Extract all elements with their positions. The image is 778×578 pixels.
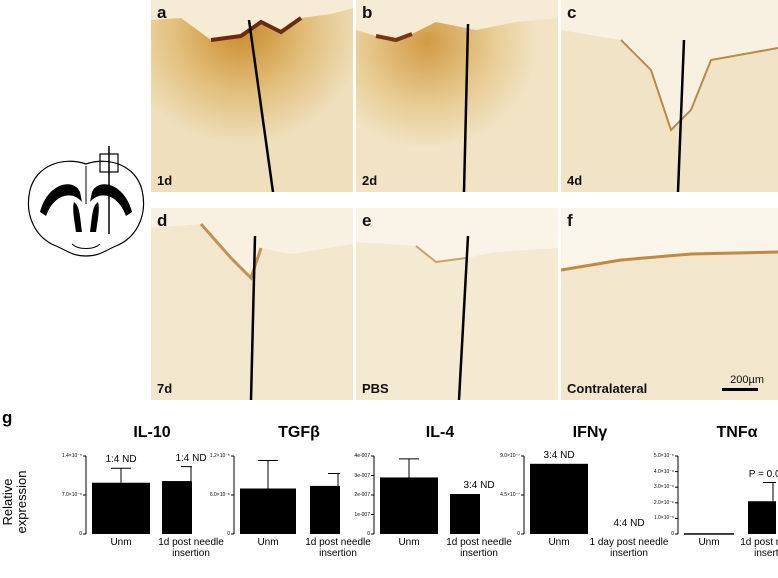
category-label: 1 day post needle insertion (589, 537, 669, 559)
y-tick-label: 1.4×10⁻⁵ (61, 453, 82, 459)
bar (380, 477, 438, 534)
bar-annotation: 1:4 ND (105, 454, 137, 466)
y-tick-label: 0 (671, 531, 674, 537)
chart-3: IFNγ 9.0×10⁻⁷ 4.5×10⁻⁷ 0 3:4 ND Unm 4:4 ND 1 da… (490, 418, 668, 578)
chart-svg (231, 455, 340, 535)
bar (748, 501, 776, 534)
panel-f: f Contralateral 200µm (561, 208, 778, 400)
panel-a: a 1d (151, 0, 353, 192)
chart-title: IL-4 (425, 424, 455, 441)
panel-letter: d (157, 211, 168, 230)
y-tick-label: 4e-007 (354, 453, 370, 459)
y-tick-label: 4.0×10⁻⁶ (653, 468, 674, 475)
panel-letter: b (362, 3, 373, 22)
chart-title: IL-10 (133, 424, 171, 441)
panel-b: b 2d (356, 0, 558, 192)
panel-time-label: Contralateral (567, 381, 648, 396)
category-label: Unm (548, 537, 570, 548)
section-g-label: g (2, 408, 13, 427)
chart-1: TGFβ 1.2×10⁻⁵ 6.0×10⁻⁶ 0 Unm 1d post needle i… (200, 418, 371, 578)
bar (240, 488, 296, 534)
panel-letter: e (362, 211, 372, 230)
y-tick-label: 1.0×10⁻⁶ (653, 515, 674, 522)
y-tick-label: 3.0×10⁻⁶ (653, 484, 674, 491)
bar (530, 463, 588, 534)
bar-annotation: 4:4 ND (613, 518, 645, 529)
panel-time-label: 2d (362, 173, 378, 188)
bar (450, 494, 480, 534)
y-tick-label: 1e-007 (354, 511, 370, 518)
chart-svg (371, 455, 480, 535)
chart-title: TGFβ (278, 424, 320, 441)
y-tick-label: 9.0×10⁻⁷ (500, 453, 520, 459)
panel-e: e PBS (356, 208, 558, 400)
category-label: 1d post needle insertion (446, 537, 512, 559)
category-label: Unm (398, 537, 420, 548)
y-tick-label: 0 (79, 531, 82, 537)
bar-annotation: P = 0.0286 (748, 468, 778, 480)
scale-bar-label: 200µm (730, 374, 764, 386)
panel-letter: f (567, 211, 573, 230)
category-label: 1d post needle insertion (740, 537, 778, 559)
category-label: Unm (257, 537, 279, 548)
y-tick-label: 0 (227, 531, 230, 537)
chart-svg (521, 455, 588, 535)
y-tick-label: 2e-007 (354, 492, 370, 498)
category-label: Unm (698, 537, 720, 548)
bar (162, 481, 192, 534)
brain-section-schematic (27, 146, 145, 257)
bar (92, 482, 150, 534)
chart-title: TNFα (716, 424, 758, 441)
y-tick-label: 7.0×10⁻⁶ (61, 492, 82, 498)
y-tick-label: 6.0×10⁻⁶ (209, 492, 230, 498)
y-tick-label: 2.0×10⁻⁶ (653, 499, 674, 506)
panel-time-label: 1d (157, 173, 173, 188)
panel-time-label: 4d (567, 173, 583, 188)
panel-d: d 7d (151, 208, 353, 400)
y-tick-label: 1.2×10⁻⁵ (209, 453, 230, 459)
bar-annotation: 1:4 ND (175, 452, 207, 464)
panel-time-label: 7d (157, 381, 173, 396)
category-label: 1d post needle insertion (305, 537, 371, 559)
category-label: Unm (110, 537, 132, 548)
panel-c: c 4d (561, 0, 778, 192)
chart-title: IFNγ (572, 424, 608, 441)
category-label: 1d post needle insertion (158, 537, 224, 559)
panel-letter: a (157, 3, 167, 22)
bar (310, 485, 340, 534)
chart-0: IL-10 1.4×10⁻⁵ 7.0×10⁻⁶ 0 1:4 ND Unm 1:4 ND 1d … (52, 418, 224, 578)
scale-bar (722, 388, 758, 391)
y-tick-label: 0 (517, 531, 520, 537)
chart-svg (675, 455, 776, 535)
y-tick-label: 4.5×10⁻⁷ (500, 492, 520, 498)
panel-letter: c (567, 3, 577, 22)
bar-annotation: 3:4 ND (543, 449, 575, 461)
bar-annotation: 3:4 ND (463, 480, 495, 492)
y-axis-label: Relative expression (0, 470, 29, 534)
chart-4: TNFα 5.0×10⁻⁶ 4.0×10⁻⁶ 3.0×10⁻⁶ 2.0×10⁻⁶ 1.0×… (636, 418, 778, 578)
bar (684, 533, 734, 535)
panel-time-label: PBS (362, 381, 389, 396)
y-tick-label: 0 (367, 531, 370, 537)
chart-2: IL-4 4e-007 3e-007 2e-007 1e-007 0 Unm 3:4 ND 1d… (340, 418, 511, 578)
y-tick-label: 3e-007 (354, 472, 370, 479)
y-tick-label: 5.0×10⁻⁶ (653, 453, 674, 459)
chart-svg (83, 455, 192, 535)
